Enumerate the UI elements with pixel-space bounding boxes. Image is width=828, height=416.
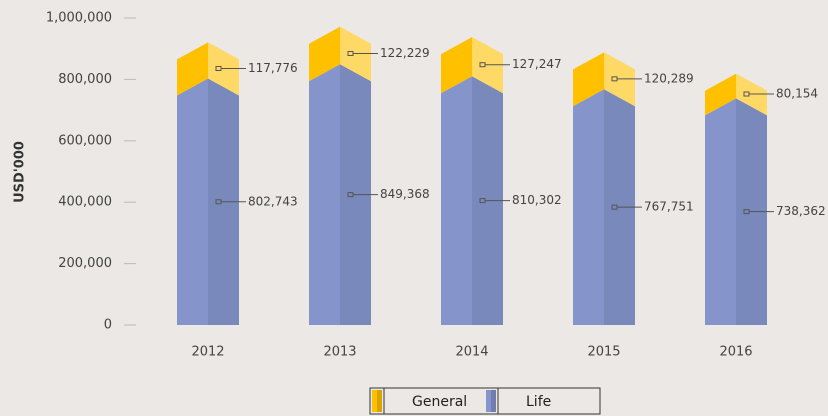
bar-segment — [705, 73, 767, 116]
bar-segment — [309, 64, 371, 326]
y-tick-label: 800,000 — [58, 72, 112, 87]
value-label: 738,362 — [776, 204, 826, 218]
legend-swatch — [486, 390, 496, 412]
bar-segment — [177, 42, 239, 96]
x-tick-label: 2012 — [191, 345, 224, 360]
legend-label: Life — [526, 394, 551, 410]
legend-swatch-shade — [491, 390, 496, 412]
y-tick-label: 200,000 — [58, 256, 112, 271]
legend-swatch — [372, 390, 382, 412]
legend-label: General — [412, 394, 467, 410]
x-tick-label: 2014 — [455, 345, 488, 360]
bar-segment — [441, 37, 503, 94]
y-tick-label: 600,000 — [58, 133, 112, 148]
y-tick-label: 400,000 — [58, 195, 112, 210]
value-label: 80,154 — [776, 87, 818, 101]
y-axis-label: USD'000 — [13, 141, 28, 203]
value-label: 802,743 — [248, 194, 298, 208]
value-label: 767,751 — [644, 200, 694, 214]
value-label: 120,289 — [644, 71, 694, 85]
value-label: 810,302 — [512, 193, 562, 207]
y-tick-label: 1,000,000 — [46, 11, 112, 26]
bar-segment — [705, 98, 767, 325]
value-label: 127,247 — [512, 57, 562, 71]
bar-segment — [441, 76, 503, 325]
value-label: 117,776 — [248, 61, 298, 75]
value-label: 122,229 — [380, 46, 430, 60]
bar-segment — [573, 52, 635, 107]
value-label: 849,368 — [380, 187, 430, 201]
y-tick-label: 0 — [104, 318, 112, 333]
bar-segment — [177, 78, 239, 326]
legend-swatch-shade — [377, 390, 382, 412]
bar-segment — [309, 26, 371, 82]
legend-box — [369, 387, 601, 415]
x-tick-label: 2015 — [587, 345, 620, 360]
x-tick-label: 2013 — [323, 345, 356, 360]
x-tick-label: 2016 — [719, 345, 752, 360]
bar-segment — [573, 89, 635, 325]
